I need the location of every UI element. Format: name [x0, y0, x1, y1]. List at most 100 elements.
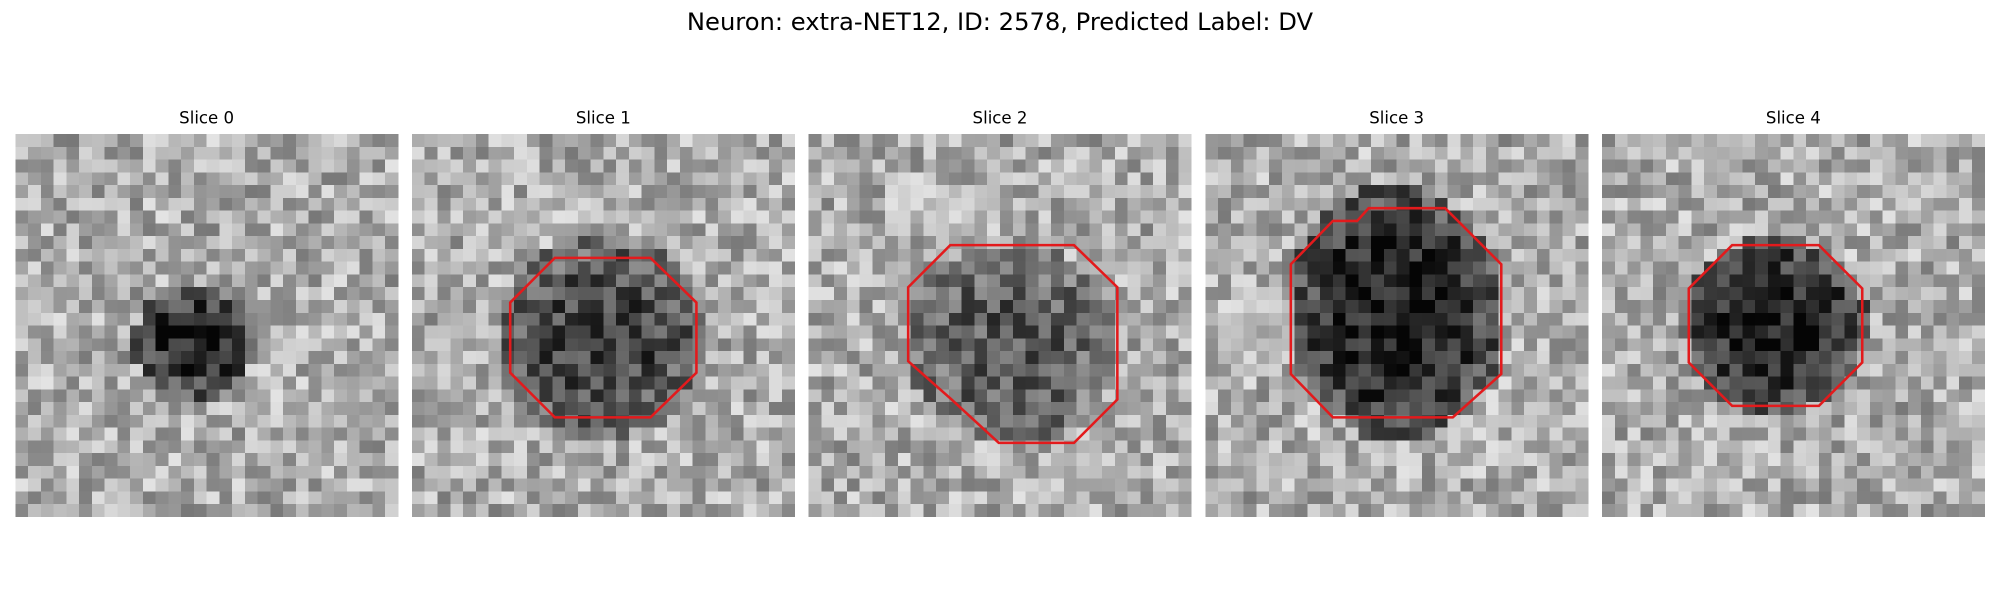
- pixel: [1269, 312, 1283, 326]
- pixel: [1575, 478, 1589, 492]
- pixel: [193, 351, 208, 365]
- pixel: [1307, 274, 1321, 288]
- pixel: [834, 363, 848, 377]
- pixel: [641, 210, 655, 224]
- pixel: [1140, 274, 1154, 288]
- pixel: [667, 134, 681, 148]
- pixel: [463, 287, 477, 301]
- pixel: [1063, 376, 1077, 390]
- pixel: [730, 491, 745, 505]
- pixel: [948, 465, 963, 479]
- pixel: [130, 134, 144, 148]
- pixel: [1012, 363, 1026, 377]
- pixel: [756, 465, 770, 479]
- pixel: [859, 478, 873, 492]
- pixel: [936, 338, 950, 352]
- pixel: [1307, 134, 1321, 148]
- pixel: [616, 236, 630, 250]
- pixel: [667, 236, 681, 250]
- pixel: [1627, 325, 1641, 339]
- pixel: [244, 159, 259, 173]
- pixel: [411, 210, 426, 224]
- pixel: [565, 465, 579, 479]
- pixel: [705, 146, 719, 161]
- pixel: [641, 287, 655, 301]
- pixel: [1959, 414, 1973, 428]
- pixel: [308, 210, 322, 224]
- pixel: [232, 338, 246, 352]
- pixel: [705, 300, 719, 314]
- pixel: [1844, 491, 1858, 505]
- pixel: [539, 159, 553, 173]
- pixel: [1857, 465, 1871, 479]
- pixel: [66, 453, 80, 467]
- pixel: [1869, 300, 1884, 314]
- pixel: [1051, 465, 1065, 479]
- pixel: [359, 465, 373, 479]
- pixel: [1716, 223, 1730, 237]
- pixel: [385, 197, 399, 212]
- pixel: [743, 351, 757, 365]
- pixel: [1511, 440, 1525, 454]
- pixel: [117, 312, 131, 326]
- pixel: [1562, 210, 1576, 224]
- pixel: [334, 223, 348, 237]
- pixel: [168, 338, 182, 352]
- pixel: [1691, 210, 1705, 224]
- pixel: [1959, 248, 1973, 263]
- pixel: [948, 376, 963, 390]
- pixel: [117, 338, 131, 352]
- pixel: [359, 159, 373, 173]
- pixel: [40, 274, 54, 288]
- pixel: [756, 440, 770, 454]
- pixel: [385, 300, 399, 314]
- pixel: [1178, 248, 1192, 263]
- pixel: [155, 223, 169, 237]
- pixel: [244, 261, 259, 275]
- pixel: [91, 197, 105, 212]
- pixel: [552, 236, 566, 250]
- pixel: [1793, 300, 1807, 314]
- pixel: [1140, 223, 1154, 237]
- pixel: [987, 414, 1001, 428]
- pixel: [1447, 338, 1461, 352]
- pixel: [590, 389, 604, 403]
- pixel: [577, 159, 591, 173]
- pixel: [1473, 402, 1487, 416]
- pixel: [948, 261, 963, 275]
- pixel: [1371, 478, 1385, 492]
- pixel: [1653, 248, 1667, 263]
- pixel: [1678, 440, 1692, 454]
- pixel: [872, 172, 886, 186]
- pixel: [1012, 376, 1026, 390]
- pixel: [257, 440, 271, 454]
- pixel: [372, 197, 386, 212]
- pixel: [359, 185, 373, 199]
- pixel: [1358, 478, 1372, 492]
- pixel: [910, 325, 924, 339]
- pixel: [40, 504, 54, 518]
- pixel: [79, 134, 93, 148]
- pixel: [1818, 185, 1833, 199]
- pixel: [590, 146, 604, 161]
- pixel: [424, 248, 438, 263]
- pixel: [244, 351, 259, 365]
- pixel: [1818, 261, 1833, 275]
- pixel: [142, 414, 156, 428]
- pixel: [40, 185, 54, 199]
- pixel: [104, 312, 118, 326]
- pixel: [1640, 134, 1654, 148]
- pixel: [1320, 414, 1334, 428]
- pixel: [1178, 504, 1192, 518]
- pixel: [808, 146, 822, 161]
- pixel: [1691, 453, 1705, 467]
- pixel: [501, 453, 515, 467]
- pixel: [1307, 465, 1321, 479]
- pixel: [334, 300, 348, 314]
- pixel: [488, 389, 502, 403]
- pixel: [961, 453, 975, 467]
- pixel: [1691, 261, 1705, 275]
- pixel: [692, 491, 706, 505]
- pixel: [1281, 402, 1296, 416]
- pixel: [590, 287, 604, 301]
